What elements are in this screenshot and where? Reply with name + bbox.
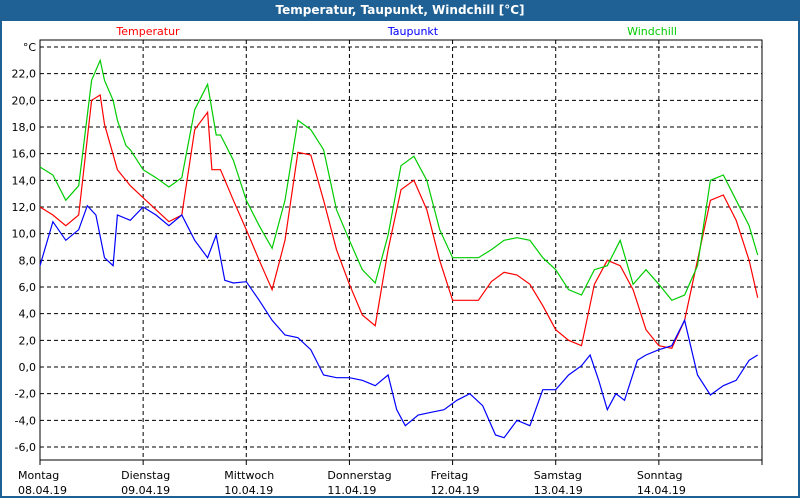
x-tick-day: Dienstag [121,469,170,482]
x-tick-date: 10.04.19 [224,484,273,497]
x-tick-day: Donnerstag [327,469,391,482]
x-tick-date: 11.04.19 [327,484,376,497]
x-tick-day: Samstag [534,469,582,482]
y-tick-label: 4,0 [19,308,37,321]
y-tick-label: 2,0 [19,334,37,347]
y-tick-label: 10,0 [12,228,37,241]
y-tick-label: 22,0 [12,68,37,81]
chart-title: Temperatur, Taupunkt, Windchill [°C] [0,0,800,21]
y-tick-label: 20,0 [12,94,37,107]
y-tick-label: 16,0 [12,148,37,161]
y-tick-label: -4,0 [15,414,36,427]
x-tick-day: Mittwoch [224,469,274,482]
x-tick-date: 09.04.19 [121,484,170,497]
x-tick-day: Sonntag [637,469,683,482]
y-tick-label: 18,0 [12,121,37,134]
x-tick-date: 13.04.19 [534,484,583,497]
x-tick-day: Montag [18,469,59,482]
legend-windchill: Windchill [627,25,677,38]
y-tick-label: 8,0 [19,254,37,267]
y-tick-label: -6,0 [15,441,36,454]
y-tick-label: 6,0 [19,281,37,294]
x-tick-day: Freitag [431,469,469,482]
y-tick-label: 14,0 [12,174,37,187]
x-tick-date: 14.04.19 [637,484,686,497]
plot-border [39,39,763,461]
plot-area [40,40,762,460]
y-tick-label: 0,0 [19,361,37,374]
y-tick-label: -2,0 [15,388,36,401]
x-tick-date: 12.04.19 [431,484,480,497]
series-line-temperatur [39,94,759,349]
y-axis-unit-label: °C [23,41,37,54]
legend-temperatur: Temperatur [115,25,180,38]
series-line-taupunkt [39,204,759,439]
series-line-windchill [39,58,759,302]
x-tick-date: 08.04.19 [18,484,67,497]
y-tick-label: 12,0 [12,201,37,214]
legend-taupunkt: Taupunkt [387,25,439,38]
